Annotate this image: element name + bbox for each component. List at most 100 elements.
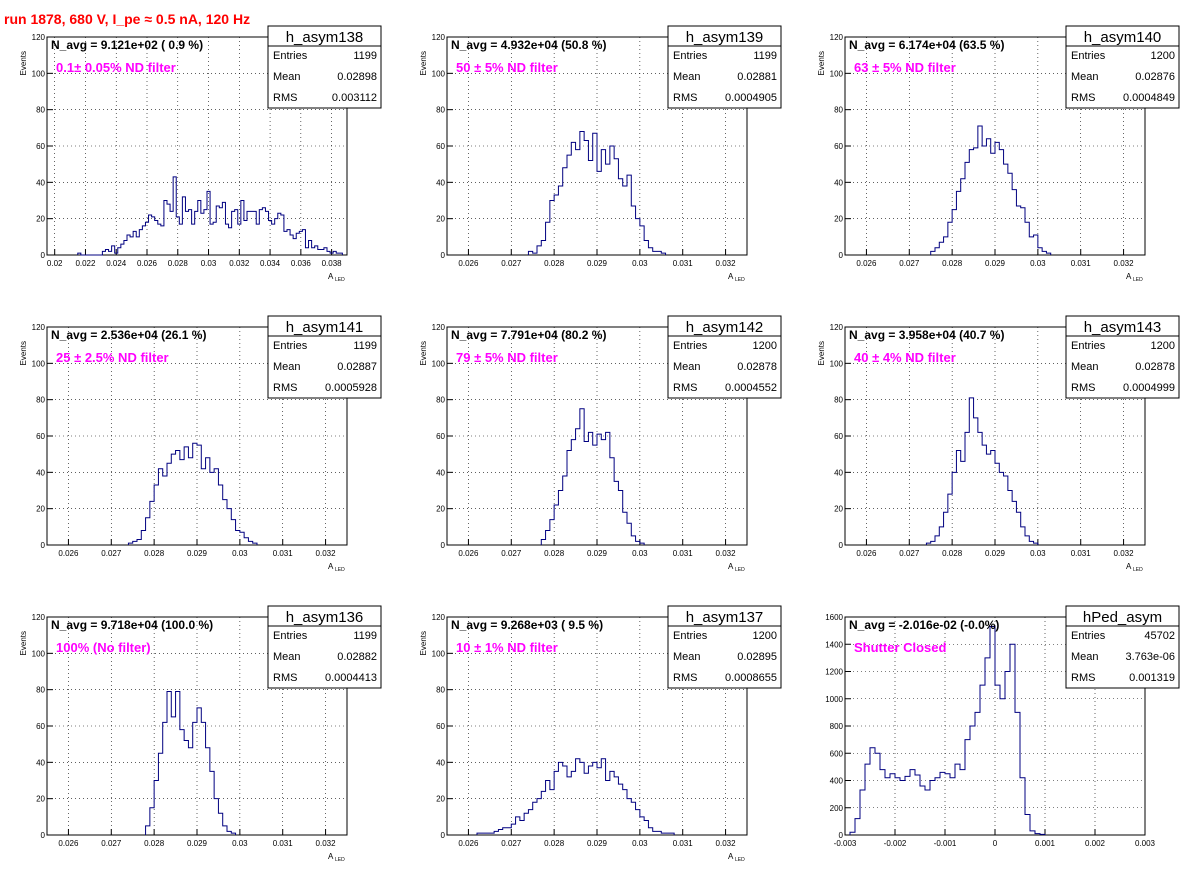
x-tick-label: 0.027: [899, 259, 920, 268]
x-tick-label: 0.026: [856, 259, 877, 268]
filter-label: 10 ± 1% ND filter: [456, 640, 558, 655]
y-tick-label: 20: [36, 215, 45, 224]
x-tick-label: 0.029: [587, 259, 608, 268]
stats-box: [1065, 315, 1180, 399]
y-tick-label: 120: [32, 33, 46, 42]
y-tick-label: 20: [436, 795, 445, 804]
y-tick-label: 0: [839, 831, 844, 840]
navg-label: N_avg = -2.016e-02 (-0.0%): [849, 618, 999, 632]
stats-label-rms: RMS: [1071, 672, 1095, 684]
stats-label-mean: Mean: [273, 361, 301, 373]
stats-label-rms: RMS: [273, 92, 297, 104]
x-tick-label: 0.03: [632, 839, 648, 848]
stats-label-entries: Entries: [673, 630, 708, 642]
x-axis-title-subscript: LED: [735, 567, 745, 573]
stats-label-rms: RMS: [273, 382, 297, 394]
x-tick-label: 0.03: [632, 549, 648, 558]
navg-label: N_avg = 9.121e+02 ( 0.9 %): [51, 38, 203, 52]
filter-label: 40 ± 4% ND filter: [854, 350, 956, 365]
stats-label-mean: Mean: [1071, 651, 1099, 663]
x-tick-label: 0.029: [187, 839, 208, 848]
stats-label-mean: Mean: [673, 361, 701, 373]
stats-label-rms: RMS: [1071, 92, 1095, 104]
y-tick-label: 60: [436, 722, 445, 731]
stats-box-title: h_asym139: [686, 29, 764, 46]
stats-value-mean: 3.763e-06: [1125, 651, 1175, 663]
x-tick-label: 0.029: [985, 549, 1006, 558]
y-tick-label: 100: [32, 359, 46, 368]
stats-value-mean: 0.02878: [1135, 361, 1175, 373]
stats-label-entries: Entries: [273, 50, 308, 62]
y-tick-label: 80: [834, 106, 843, 115]
stats-value-rms: 0.0008655: [725, 672, 777, 684]
y-tick-label: 0: [839, 251, 844, 260]
histogram-panel-h_asym142: 0.026 0.027 0.028 0.029 0.03 0.031 0.032 0 20 40 6…: [419, 315, 782, 573]
x-axis-title-subscript: LED: [335, 857, 345, 863]
navg-label: N_avg = 9.718e+04 (100.0 %): [51, 618, 213, 632]
histogram-line: [77, 176, 343, 256]
stats-box-title: h_asym137: [686, 609, 764, 626]
x-tick-label: 0.02: [47, 259, 63, 268]
x-axis-title-subscript: LED: [735, 857, 745, 863]
y-tick-label: 40: [436, 758, 445, 767]
stats-value-entries: 1199: [353, 50, 377, 62]
stats-box-title: h_asym142: [686, 319, 764, 336]
y-tick-label: 0: [441, 831, 446, 840]
x-tick-label: 0.03: [232, 839, 248, 848]
x-tick-label: 0.027: [101, 549, 122, 558]
x-tick-label: 0.031: [273, 549, 294, 558]
x-tick-label: 0.026: [58, 839, 79, 848]
x-tick-label: 0.034: [260, 259, 281, 268]
stats-box-title: h_asym143: [1084, 319, 1162, 336]
stats-value-entries: 1199: [353, 340, 377, 352]
histogram-line: [540, 408, 645, 545]
stats-value-entries: 1200: [753, 630, 777, 642]
y-tick-label: 0: [41, 251, 46, 260]
x-tick-label: 0.028: [544, 549, 565, 558]
x-tick-label: 0.001: [1035, 839, 1056, 848]
x-tick-label: 0.03: [201, 259, 217, 268]
y-tick-label: 20: [834, 215, 843, 224]
x-axis-title: A: [728, 272, 734, 281]
x-tick-label: 0.032: [716, 839, 737, 848]
stats-box: [667, 25, 782, 109]
stats-value-entries: 45702: [1144, 630, 1175, 642]
stats-value-mean: 0.02876: [1135, 71, 1175, 83]
y-tick-label: 100: [32, 649, 46, 658]
x-tick-label: 0.031: [1071, 549, 1092, 558]
y-tick-label: 20: [36, 795, 45, 804]
y-tick-label: 80: [436, 106, 445, 115]
stats-box: [267, 315, 382, 399]
x-axis-title: A: [728, 852, 734, 861]
x-tick-label: 0.03: [1030, 259, 1046, 268]
x-tick-label: 0.027: [501, 839, 522, 848]
stats-label-entries: Entries: [273, 630, 308, 642]
x-tick-label: 0.024: [106, 259, 127, 268]
histogram-panel-h_asym139: 0.026 0.027 0.028 0.029 0.03 0.031 0.032 0 20 40 6…: [419, 25, 782, 283]
histogram-line: [849, 626, 1046, 835]
navg-label: N_avg = 7.791e+04 (80.2 %): [451, 328, 606, 342]
x-tick-label: 0.036: [291, 259, 312, 268]
stats-value-entries: 1199: [353, 630, 377, 642]
x-tick-label: 0.026: [856, 549, 877, 558]
navg-label: N_avg = 4.932e+04 (50.8 %): [451, 38, 606, 52]
y-tick-label: 1200: [825, 668, 843, 677]
y-tick-label: 100: [32, 69, 46, 78]
stats-label-rms: RMS: [673, 672, 697, 684]
y-tick-label: 1400: [825, 640, 843, 649]
stats-value-entries: 1200: [1151, 50, 1175, 62]
x-axis-title: A: [1126, 272, 1132, 281]
x-tick-label: 0.031: [273, 839, 294, 848]
y-tick-label: 120: [432, 33, 446, 42]
stats-box-title: h_asym138: [286, 29, 364, 46]
x-tick-label: 0.03: [1030, 549, 1046, 558]
stats-box: [667, 315, 782, 399]
stats-label-mean: Mean: [673, 651, 701, 663]
stats-value-mean: 0.02895: [737, 651, 777, 663]
x-tick-label: 0.026: [458, 259, 479, 268]
x-tick-label: 0.031: [673, 259, 694, 268]
x-tick-label: 0.028: [942, 549, 963, 558]
stats-label-mean: Mean: [273, 71, 301, 83]
y-tick-label: 200: [830, 804, 844, 813]
